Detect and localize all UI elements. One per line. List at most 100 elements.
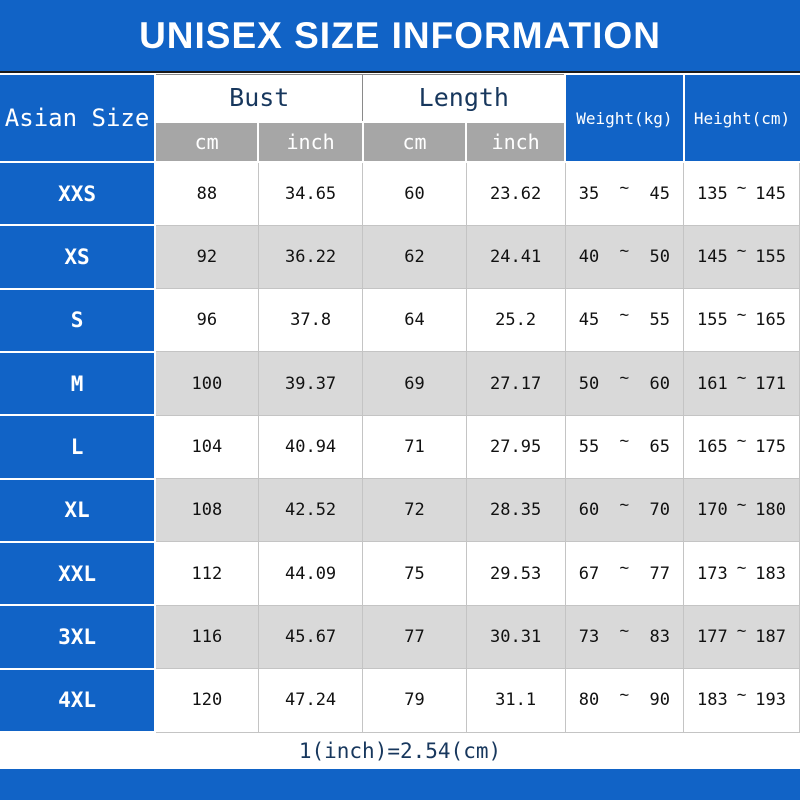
header-group-row: Asian Size Bust Length Weight(kg) Height… — [0, 73, 800, 163]
length-inch-value: 24.41 — [465, 224, 566, 290]
length-inch-value: 25.2 — [465, 288, 566, 353]
asian-size-header: Asian Size — [0, 73, 157, 163]
table-row: XS 92 36.22 62 24.41 40 ~50 145 ~155 — [0, 224, 800, 290]
bottom-bar — [0, 769, 800, 800]
tilde-separator: ~ — [736, 684, 747, 704]
height-range: 183 ~193 — [683, 668, 800, 733]
size-label: XXL — [0, 540, 157, 607]
length-cm-value: 60 — [362, 161, 467, 226]
range-max: 60 — [649, 373, 670, 394]
weight-range: 40 ~50 — [564, 224, 685, 290]
length-cm-subheader: cm — [361, 121, 468, 163]
length-inch-value: 31.1 — [465, 668, 566, 733]
size-label: 3XL — [0, 604, 157, 670]
tilde-separator: ~ — [619, 494, 630, 514]
size-label: L — [0, 414, 157, 480]
range-max: 183 — [755, 563, 786, 584]
conversion-note: 1(inch)=2.54(cm) — [0, 733, 800, 769]
tilde-separator: ~ — [736, 368, 747, 388]
height-range: 135 ~145 — [683, 161, 800, 226]
range-max: 165 — [755, 310, 786, 331]
weight-range: 80 ~90 — [564, 668, 685, 733]
weight-range: 50 ~60 — [564, 351, 685, 416]
height-range-wrap: 170 ~180 — [697, 495, 786, 521]
tilde-separator: ~ — [619, 431, 630, 451]
tilde-separator: ~ — [736, 431, 747, 451]
weight-header: Weight(kg) — [564, 73, 685, 163]
tilde-separator: ~ — [619, 304, 630, 324]
size-label: XXS — [0, 160, 157, 227]
weight-range-wrap: 35 ~45 — [578, 178, 670, 204]
range-max: 45 — [649, 183, 670, 204]
bust-inch-value: 39.37 — [257, 351, 364, 416]
weight-range-wrap: 67 ~77 — [579, 558, 670, 584]
length-cm-value: 71 — [362, 414, 467, 480]
table-row: M 100 39.37 69 27.17 50 ~60 161 ~171 — [0, 350, 800, 417]
bust-inch-value: 45.67 — [257, 604, 364, 670]
range-min: 50 — [578, 373, 600, 394]
bust-inch-subheader: inch — [257, 121, 364, 163]
weight-range-wrap: 45 ~55 — [578, 305, 670, 331]
height-range: 177 ~187 — [683, 604, 800, 670]
length-inch-value: 30.31 — [465, 604, 566, 670]
header-sub-row: cm inch cm inch — [0, 121, 800, 163]
tilde-separator: ~ — [736, 178, 747, 198]
range-min: 80 — [578, 690, 600, 711]
height-range-wrap: 183 ~193 — [697, 685, 786, 711]
weight-range-wrap: 60 ~70 — [579, 495, 670, 521]
range-max: 193 — [755, 690, 786, 711]
table-row: XXS 88 34.65 60 23.62 35 ~45 135 ~145 — [0, 160, 800, 227]
weight-range-wrap: 73 ~83 — [578, 621, 670, 647]
weight-range-wrap: 40 ~50 — [579, 241, 670, 267]
bust-inch-value: 37.8 — [257, 288, 364, 353]
size-label: M — [0, 350, 157, 417]
length-inch-value: 23.62 — [465, 161, 566, 226]
range-max: 155 — [755, 246, 786, 267]
size-label: XS — [0, 224, 157, 290]
title-banner: UNISEX SIZE INFORMATION — [0, 0, 800, 73]
range-max: 55 — [649, 310, 670, 331]
range-min: 45 — [578, 310, 600, 331]
weight-range: 67 ~77 — [564, 541, 685, 606]
height-range-wrap: 165 ~175 — [697, 431, 786, 457]
length-cm-value: 77 — [362, 604, 467, 670]
table-row: L 104 40.94 71 27.95 55 ~65 165 ~175 — [0, 414, 800, 480]
range-min: 161 — [697, 373, 728, 394]
range-max: 180 — [755, 500, 786, 521]
size-label: XL — [0, 477, 157, 543]
height-range-wrap: 177 ~187 — [697, 621, 786, 647]
bust-inch-value: 47.24 — [257, 668, 364, 733]
height-range-wrap: 173 ~183 — [697, 558, 786, 584]
tilde-separator: ~ — [619, 178, 630, 198]
tilde-separator: ~ — [619, 368, 630, 388]
weight-range: 55 ~65 — [564, 414, 685, 480]
tilde-separator: ~ — [736, 558, 747, 578]
bust-cm-value: 96 — [154, 288, 259, 353]
height-range: 165 ~175 — [683, 414, 800, 480]
range-max: 90 — [649, 690, 670, 711]
weight-range-wrap: 50 ~60 — [578, 368, 670, 394]
tilde-separator: ~ — [619, 621, 630, 641]
range-min: 35 — [578, 183, 600, 204]
bust-inch-value: 42.52 — [257, 478, 364, 543]
range-max: 77 — [649, 563, 670, 584]
bust-inch-value: 36.22 — [257, 224, 364, 290]
bust-cm-value: 108 — [154, 478, 259, 543]
length-inch-value: 28.35 — [465, 478, 566, 543]
bust-inch-value: 34.65 — [257, 161, 364, 226]
bust-cm-subheader: cm — [154, 121, 260, 163]
bust-inch-value: 40.94 — [257, 414, 364, 480]
range-min: 173 — [697, 563, 728, 584]
bust-cm-value: 92 — [154, 224, 259, 290]
weight-range-wrap: 80 ~90 — [578, 685, 670, 711]
tilde-separator: ~ — [736, 304, 747, 324]
length-cm-value: 75 — [362, 541, 467, 606]
weight-range: 73 ~83 — [564, 604, 685, 670]
range-min: 145 — [697, 246, 728, 267]
tilde-separator: ~ — [619, 684, 630, 704]
length-cm-value: 62 — [362, 224, 467, 290]
range-min: 73 — [578, 626, 600, 647]
height-range: 173 ~183 — [683, 541, 800, 606]
size-label: S — [0, 287, 157, 353]
